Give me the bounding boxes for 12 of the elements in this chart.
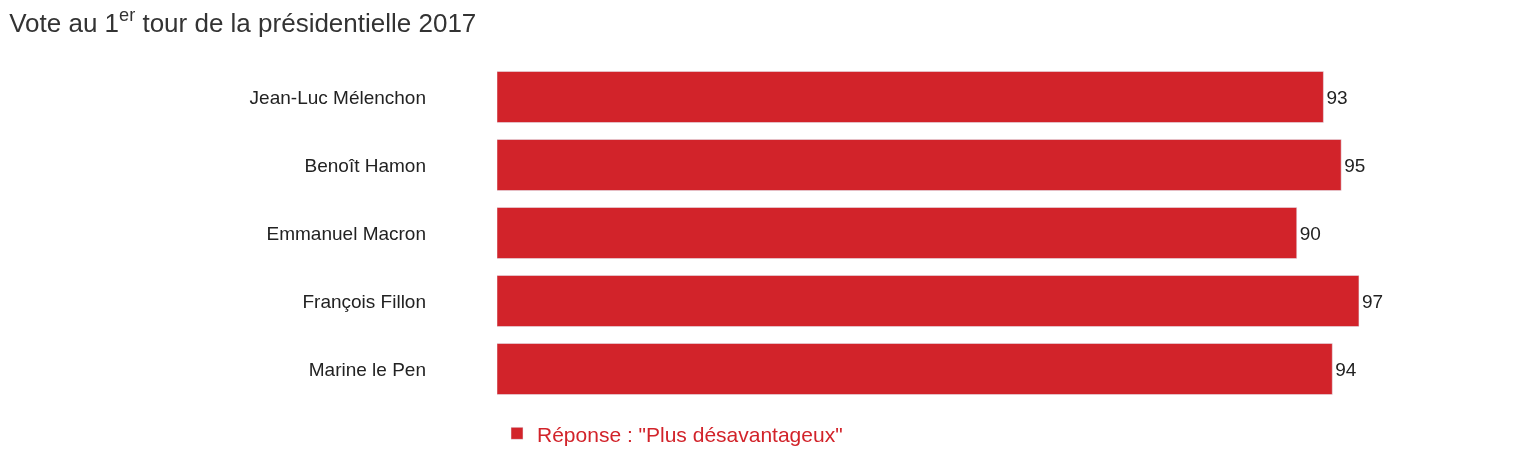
legend-label: Réponse : "Plus désavantageux" xyxy=(537,422,843,446)
text: Vote au 1$^{er}$ tour de la présidentielle 2017 xyxy=(9,5,477,39)
data-label: 94 xyxy=(1335,358,1357,380)
data-label: 95 xyxy=(1344,154,1366,176)
y-tick-label: Emmanuel Macron xyxy=(266,222,426,244)
y-tick-label: Benoît Hamon xyxy=(304,154,426,176)
y-tick-label: Jean-Luc Mélenchon xyxy=(249,86,426,108)
data-label: 97 xyxy=(1361,290,1384,312)
data-label: 90 xyxy=(1299,222,1321,244)
y-tick-label: Marine le Pen xyxy=(308,358,426,380)
data-label: 93 xyxy=(1326,86,1348,108)
y-tick-label: François Fillon xyxy=(302,290,426,312)
